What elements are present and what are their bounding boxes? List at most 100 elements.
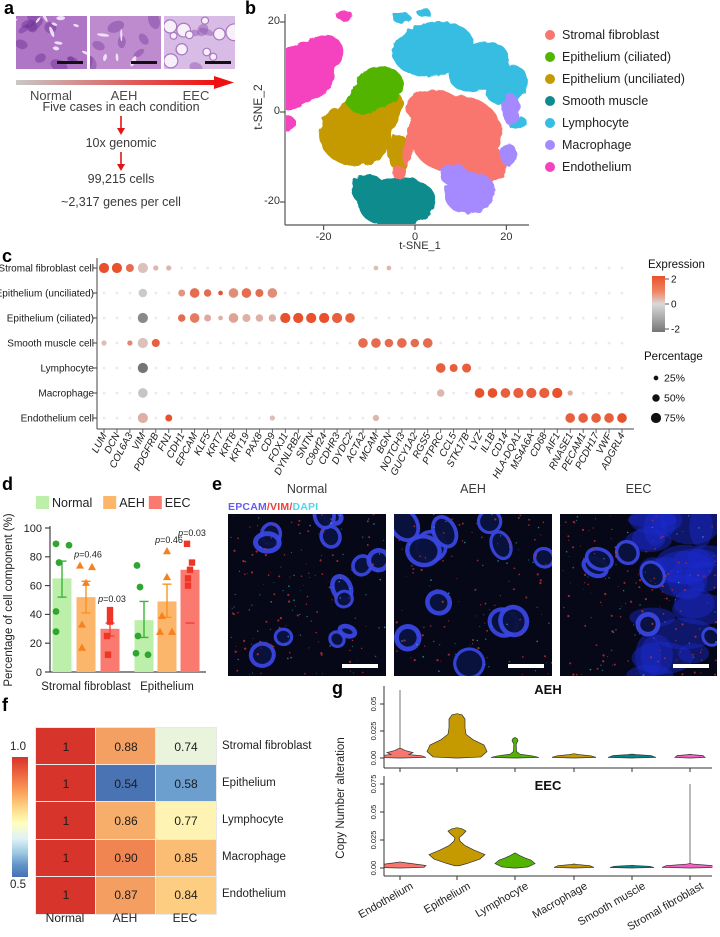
dotplot-dot xyxy=(413,266,417,270)
dotplot-gene-label: LUM xyxy=(90,431,110,455)
expression-tick: -2 xyxy=(671,325,680,336)
dotplot-dot xyxy=(529,291,533,295)
dotplot-gene-label: PCDH17 xyxy=(574,431,602,471)
violin-eec-epithelium xyxy=(428,827,486,867)
dotplot-gene-label: NOTCH3 xyxy=(378,431,407,473)
dotplot-dot xyxy=(283,266,287,270)
bar-y-tick: 20 xyxy=(30,638,42,650)
bar-normal-1 xyxy=(134,620,154,672)
dotplot-dot xyxy=(491,291,494,295)
marker-dotplot: Stromal fibroblast cell Epithelium (uncil… xyxy=(0,258,705,481)
stain-slash: / xyxy=(266,501,271,513)
p-value-label: p=0.03 xyxy=(97,594,126,604)
bar-normal-0 xyxy=(52,578,72,672)
violin-x-label: Stromal fibroblast xyxy=(625,880,705,933)
tsne-plot xyxy=(280,8,529,230)
dotplot-dot xyxy=(257,266,261,270)
dotplot-dot xyxy=(373,265,379,271)
dotplot-dot xyxy=(348,291,352,295)
violin-y-axis-label: Copy Number alteration xyxy=(335,737,347,858)
stain-legend: EPCAM/VIM/DAPI xyxy=(228,501,318,513)
dotplot-dot xyxy=(361,266,365,270)
dotplot-dot xyxy=(620,266,624,270)
dotplot-dot xyxy=(242,313,251,323)
dotplot-dot xyxy=(594,266,598,270)
dotplot-dot xyxy=(478,341,481,345)
dotplot-dot xyxy=(452,416,456,420)
dotplot-dot xyxy=(137,412,148,424)
panel-c-label: c xyxy=(2,246,13,266)
dotplot-dot xyxy=(309,266,313,270)
dotplot-dot xyxy=(581,291,585,295)
dotplot-dot xyxy=(167,391,171,395)
dotplot-dot xyxy=(154,291,158,295)
data-point xyxy=(76,561,84,569)
dotplot-dot xyxy=(232,266,235,270)
dotplot-dot xyxy=(462,363,472,373)
dotplot-dot xyxy=(504,316,507,320)
violin-aeh-smooth-muscle xyxy=(607,753,657,759)
legend-label: Epithelium (unciliated) xyxy=(562,72,685,86)
dotplot-dot xyxy=(358,338,368,348)
data-point xyxy=(132,649,140,657)
dotplot-dot xyxy=(374,316,378,320)
dotplot-row-label: Endothelium cell xyxy=(21,414,94,425)
dotplot-dot xyxy=(465,341,469,345)
data-point xyxy=(104,651,112,658)
dotplot-dot xyxy=(568,341,572,345)
dotplot-dot xyxy=(138,388,148,398)
dotplot-dot xyxy=(568,316,572,320)
data-point xyxy=(184,575,192,582)
if-image-eec xyxy=(560,514,717,676)
dotplot-gene-label: FOXJ1 xyxy=(267,431,291,464)
dotplot-dot xyxy=(591,413,601,423)
stage-label-normal: Normal xyxy=(30,88,72,103)
dotplot-dot xyxy=(232,366,235,370)
dotplot-dot xyxy=(309,391,313,395)
dotplot-dot xyxy=(180,366,184,370)
dotplot-dot xyxy=(581,391,585,395)
dotplot-dot xyxy=(581,366,585,370)
data-point xyxy=(133,562,141,569)
dotplot-dot xyxy=(335,266,339,270)
dotplot-dot xyxy=(322,416,326,420)
p-value-label: p=0.46 xyxy=(154,535,183,545)
dotplot-dot xyxy=(167,366,171,370)
dotplot-dot xyxy=(607,341,611,345)
bar-legend-swatch xyxy=(103,496,117,509)
dotplot-gene-label: KLF5 xyxy=(192,431,213,458)
legend-item-lymphocyte: Lymphocyte xyxy=(545,112,685,134)
dotplot-dot xyxy=(206,341,210,345)
dotplot-dot xyxy=(487,388,498,398)
dotplot-dot xyxy=(439,341,443,345)
histology-image-aeh xyxy=(90,16,161,69)
data-point xyxy=(106,618,114,625)
bar-y-axis-label: Percentage of cell component (%) xyxy=(3,513,15,686)
dotplot-dot xyxy=(257,416,261,420)
bar-legend-label: EEC xyxy=(165,496,191,510)
percentage-size-label: 50% xyxy=(664,393,685,405)
dotplot-row-label: Epithelium (ciliated) xyxy=(7,314,94,325)
tsne-cluster-lymphocyte xyxy=(392,8,528,130)
dotplot-dot xyxy=(555,316,559,320)
data-point xyxy=(78,643,86,651)
dotplot-dot xyxy=(219,391,222,395)
cell-component-barchart: Normal AEH EEC 0 20 40 60 80 100 Percentage of ce… xyxy=(3,496,206,693)
heatmap-col-label: EEC xyxy=(172,911,198,925)
dotplot-dot xyxy=(465,266,469,270)
dotplot-dot xyxy=(607,391,611,395)
tsne-x-tick: 20 xyxy=(500,231,513,243)
dotplot-dot xyxy=(296,266,300,270)
dotplot-dot xyxy=(426,416,430,420)
legend-swatch xyxy=(545,140,555,150)
dotplot-dot xyxy=(371,338,381,348)
dotplot-dot xyxy=(206,366,210,370)
dotplot-dot xyxy=(154,316,158,320)
dotplot-dot xyxy=(387,416,391,420)
panel-e-label: e xyxy=(212,474,223,494)
dotplot-gene-label: KRT8 xyxy=(218,431,240,459)
dotplot-dot xyxy=(439,291,443,295)
